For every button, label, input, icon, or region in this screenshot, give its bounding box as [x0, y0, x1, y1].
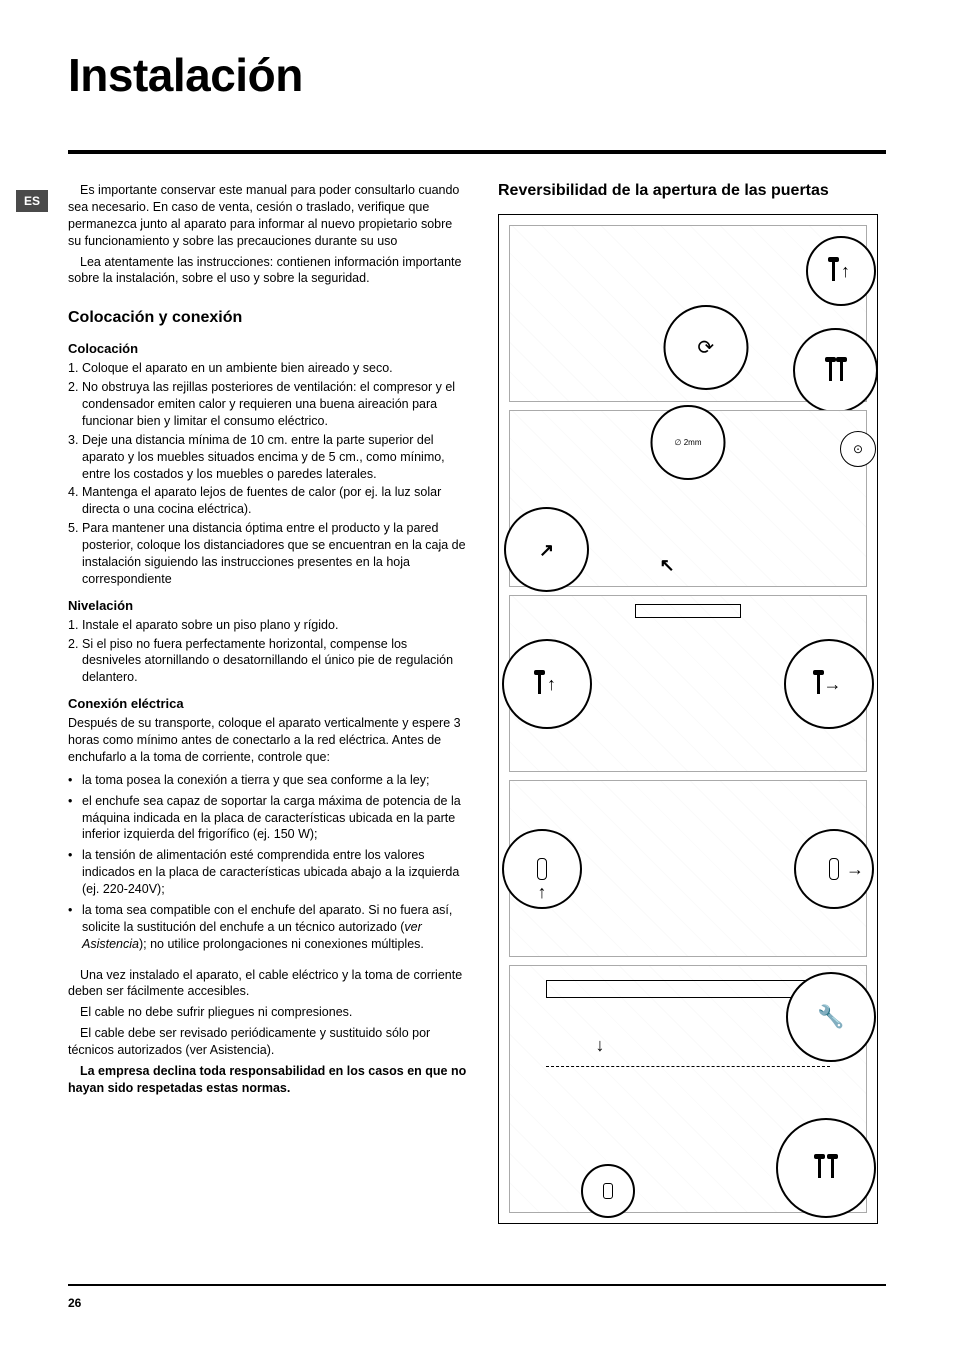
- closing-p2: El cable no debe sufrir pliegues ni comp…: [68, 1004, 468, 1021]
- dashed-line: [546, 1066, 831, 1067]
- detail-circle: [581, 1164, 635, 1218]
- list-item: Deje una distancia mínima de 10 cm. entr…: [68, 432, 468, 483]
- arrow-left-icon: ↖: [660, 556, 675, 574]
- list-item: Mantenga el aparato lejos de fuentes de …: [68, 484, 468, 518]
- top-bracket: [546, 980, 831, 998]
- cap-icon: [603, 1183, 613, 1199]
- detail-circle: →: [784, 639, 874, 729]
- arrow-up-icon: ↑: [841, 262, 850, 280]
- closing-p1: Una vez instalado el aparato, el cable e…: [68, 967, 468, 1001]
- page-number: 26: [68, 1296, 886, 1310]
- intro-paragraph-1: Es importante conservar este manual para…: [68, 182, 468, 250]
- list-item: el enchufe sea capaz de soportar la carg…: [68, 793, 468, 844]
- list-item: la toma sea compatible con el enchufe de…: [68, 902, 468, 953]
- diagram-panel: ↓ 🔧: [509, 965, 867, 1213]
- diagram-panel: ∅ 2mm ↗ ⊙ ↖: [509, 410, 867, 587]
- bullet-text-a: la toma sea compatible con el enchufe de…: [82, 903, 452, 934]
- disclaimer: La empresa declina toda responsabilidad …: [68, 1063, 468, 1097]
- detail-circle: →: [794, 829, 874, 909]
- arrow-up-icon: ↗: [539, 541, 554, 559]
- plug-icon: [537, 858, 547, 880]
- two-column-layout: ES Es importante conservar este manual p…: [68, 182, 886, 1224]
- detail-circle: ⊙: [840, 431, 876, 467]
- diagram-panel: ↑ →: [509, 595, 867, 772]
- screw-icon: [818, 1158, 821, 1178]
- hinge-icon: ⟳: [697, 335, 714, 360]
- cap-icon: ⊙: [853, 442, 863, 456]
- page-title: Instalación: [68, 48, 886, 102]
- list-item: la tensión de alimentación esté comprend…: [68, 847, 468, 898]
- detail-circle: ∅ 2mm: [651, 405, 726, 480]
- arrow-right-icon: →: [846, 860, 864, 878]
- language-badge: ES: [16, 190, 48, 212]
- detail-circle: ⟳: [663, 305, 748, 390]
- list-item: Si el piso no fuera perfectamente horizo…: [68, 636, 468, 687]
- detail-circle: ↑: [502, 829, 582, 909]
- plug-icon: [829, 858, 839, 880]
- left-column: ES Es importante conservar este manual p…: [68, 182, 468, 1224]
- detail-circle: 🔧: [786, 972, 876, 1062]
- subheading-colocacion: Colocación: [68, 341, 468, 356]
- arrow-down-icon: ↓: [595, 1036, 604, 1054]
- diagram-row-5: ↓ 🔧: [509, 965, 867, 1213]
- screw-icon: [831, 1158, 834, 1178]
- list-item: Para mantener una distancia óptima entre…: [68, 520, 468, 588]
- detail-circle: ↑: [502, 639, 592, 729]
- detail-circle: [776, 1118, 876, 1218]
- diagram-row-3: ↑ →: [509, 595, 867, 772]
- door-reversal-diagram: ↑ ⟳ ∅ 2mm: [498, 214, 878, 1224]
- screw-icon: [538, 674, 541, 694]
- screw-icon: [829, 361, 832, 381]
- nivelacion-list: Instale el aparato sobre un piso plano y…: [68, 617, 468, 687]
- right-column: Reversibilidad de la apertura de las pue…: [498, 182, 878, 1224]
- hinge-bar: [635, 604, 742, 618]
- section-heading-colocacion-conexion: Colocación y conexión: [68, 309, 468, 327]
- conexion-intro: Después de su transporte, coloque el apa…: [68, 715, 468, 766]
- tool-icon: 🔧: [817, 1004, 844, 1030]
- diagram-panel: ↑ ⟳: [509, 225, 867, 402]
- arrow-up-icon: ↑: [538, 883, 547, 901]
- footer-rule: [68, 1284, 886, 1286]
- conexion-bullets: la toma posea la conexión a tierra y que…: [68, 772, 468, 953]
- detail-circle: [793, 328, 878, 413]
- subheading-conexion-electrica: Conexión eléctrica: [68, 696, 468, 711]
- top-rule: [68, 150, 886, 154]
- intro-paragraph-2: Lea atentamente las instrucciones: conti…: [68, 254, 468, 288]
- list-item: Coloque el aparato en un ambiente bien a…: [68, 360, 468, 377]
- bullet-text-b: ); no utilice prolongaciones ni conexion…: [139, 937, 424, 951]
- screw-icon: [832, 261, 835, 281]
- colocacion-list: Coloque el aparato en un ambiente bien a…: [68, 360, 468, 587]
- list-item: No obstruya las rejillas posteriores de …: [68, 379, 468, 430]
- closing-p3: El cable debe ser revisado periódicament…: [68, 1025, 468, 1059]
- diagram-row-2: ∅ 2mm ↗ ⊙ ↖: [509, 410, 867, 587]
- subheading-nivelacion: Nivelación: [68, 598, 468, 613]
- dimension-label: ∅ 2mm: [675, 438, 702, 447]
- section-heading-reversibilidad: Reversibilidad de la apertura de las pue…: [498, 182, 878, 200]
- list-item: la toma posea la conexión a tierra y que…: [68, 772, 468, 789]
- diagram-panel: ↑ →: [509, 780, 867, 957]
- detail-circle: ↑: [806, 236, 876, 306]
- list-item: Instale el aparato sobre un piso plano y…: [68, 617, 468, 634]
- screw-icon: [817, 674, 820, 694]
- detail-circle: ↗: [504, 507, 589, 592]
- diagram-row-4: ↑ →: [509, 780, 867, 957]
- arrow-up-icon: ↑: [547, 675, 556, 693]
- page-footer: 26: [68, 1266, 886, 1310]
- screw-icon: [840, 361, 843, 381]
- arrow-right-icon: →: [824, 675, 842, 693]
- diagram-row-1: ↑ ⟳: [509, 225, 867, 402]
